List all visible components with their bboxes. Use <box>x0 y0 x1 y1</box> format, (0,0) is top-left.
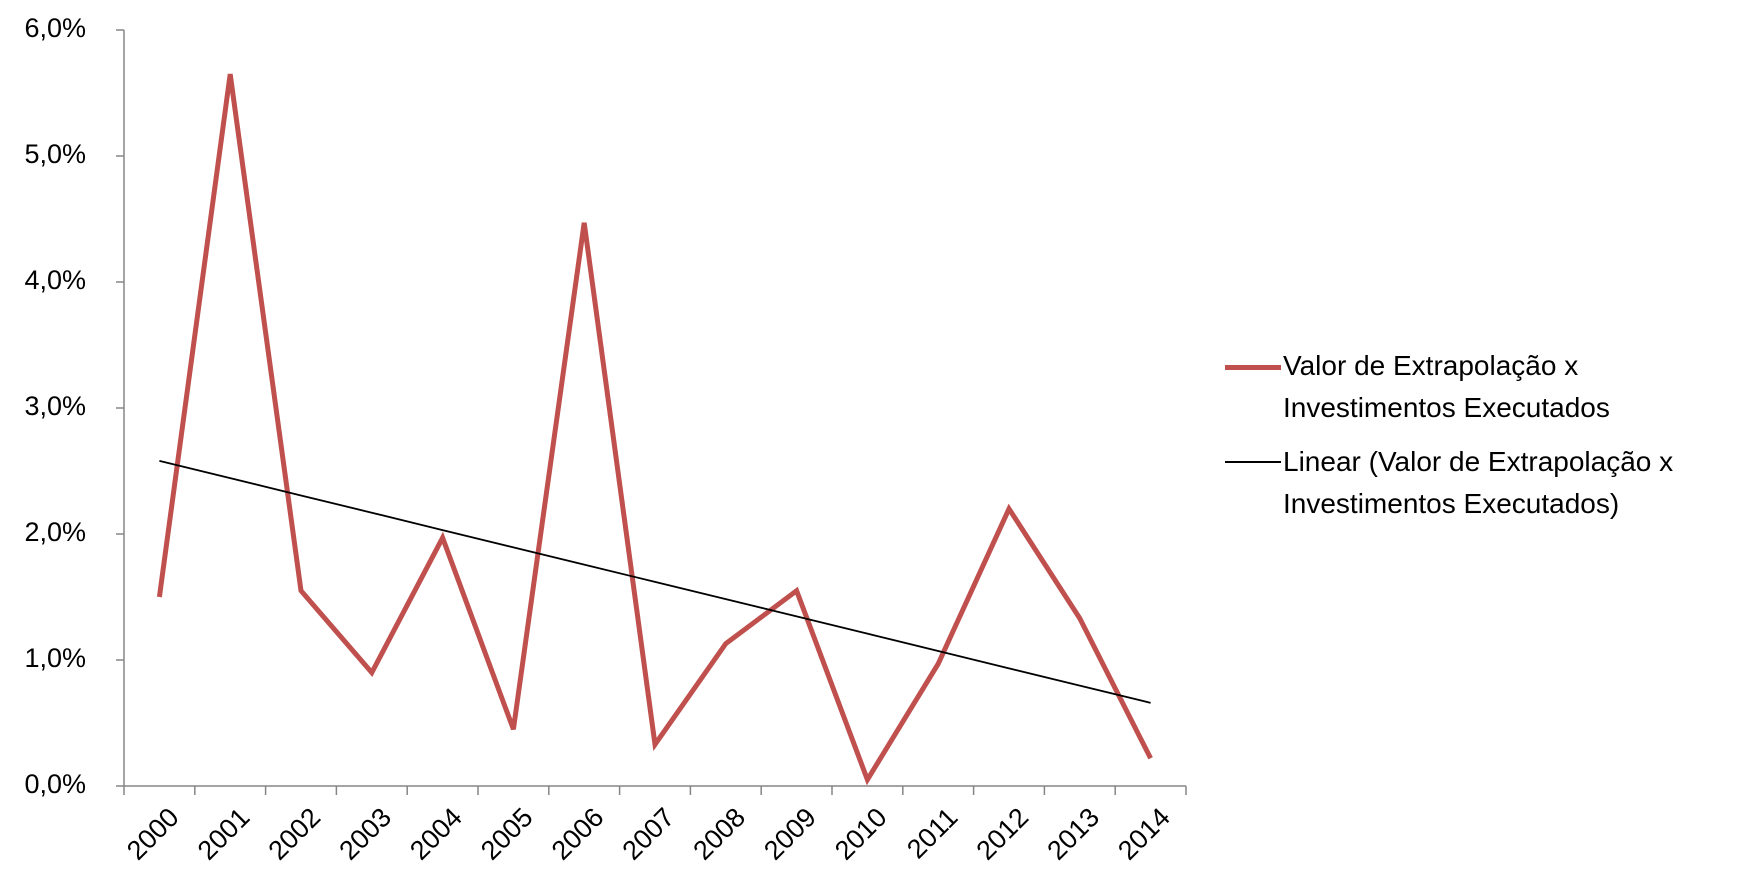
x-tick-label: 2005 <box>475 802 539 866</box>
x-tick-label: 2008 <box>687 802 751 866</box>
legend-swatch <box>1225 441 1283 483</box>
series-line <box>159 460 1151 704</box>
legend-item: Valor de Extrapolação x Investimentos Ex… <box>1225 345 1760 429</box>
y-tick-label: 5,0% <box>24 139 86 169</box>
x-tick-label: 2011 <box>901 802 963 864</box>
y-tick-label: 3,0% <box>24 391 86 421</box>
x-tick-label: 2012 <box>971 802 1035 866</box>
legend: Valor de Extrapolação x Investimentos Ex… <box>1225 345 1760 537</box>
series-line <box>156 73 1153 786</box>
x-tick-label: 2013 <box>1041 802 1105 866</box>
x-tick-label: 2004 <box>404 802 468 866</box>
x-tick-label: 2006 <box>546 802 610 866</box>
x-tick-label: 2009 <box>758 802 822 866</box>
legend-item: Linear (Valor de Extrapolação x Investim… <box>1225 441 1760 525</box>
legend-swatch <box>1225 345 1283 387</box>
x-tick-label: 2002 <box>263 802 327 866</box>
y-tick-label: 6,0% <box>24 13 86 43</box>
x-tick-label: 2007 <box>617 802 681 866</box>
y-tick-label: 2,0% <box>24 517 86 547</box>
y-tick-label: 0,0% <box>24 769 86 799</box>
x-tick-label: 2000 <box>121 802 185 866</box>
legend-label: Linear (Valor de Extrapolação x Investim… <box>1283 446 1674 519</box>
x-tick-label: 2014 <box>1112 802 1176 866</box>
legend-label: Valor de Extrapolação x Investimentos Ex… <box>1283 350 1610 423</box>
x-tick-label: 2003 <box>333 802 397 866</box>
y-tick-label: 4,0% <box>24 265 86 295</box>
x-tick-label: 2001 <box>192 802 256 866</box>
x-tick-label: 2010 <box>829 802 893 866</box>
y-tick-label: 1,0% <box>24 643 86 673</box>
